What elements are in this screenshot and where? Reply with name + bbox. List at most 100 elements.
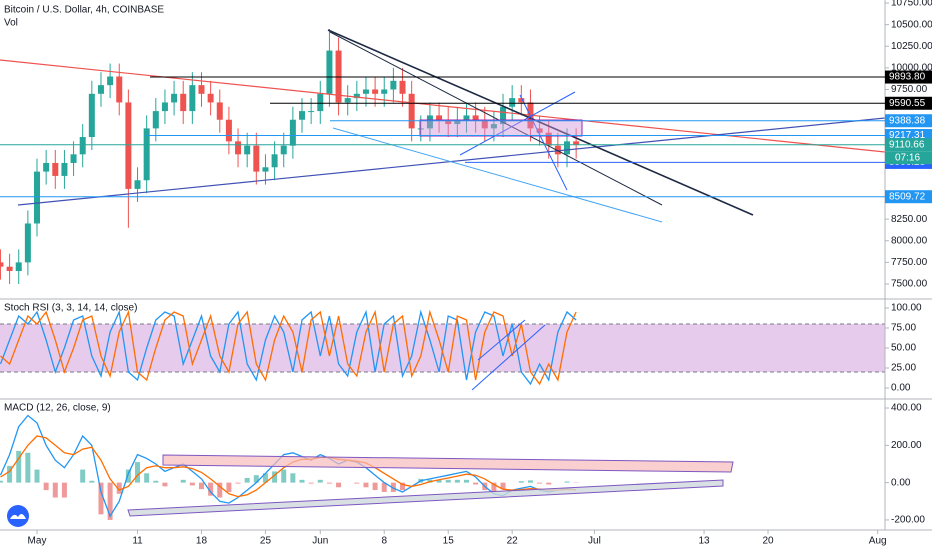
candle-body	[280, 145, 287, 155]
histogram-bar	[354, 482, 360, 484]
x-tick-label: May	[28, 536, 47, 547]
histogram-bar	[473, 482, 479, 485]
candle-body	[189, 85, 196, 112]
histogram-bar	[454, 479, 460, 483]
y-tick-label: 100.00	[891, 303, 922, 314]
candle-body	[335, 50, 342, 103]
channel	[162, 454, 734, 473]
x-tick-label: 20	[762, 536, 774, 547]
logo-badge	[7, 505, 29, 527]
candle-body	[490, 124, 497, 129]
histogram-bar	[281, 469, 287, 483]
candle-body	[445, 119, 452, 125]
candle-body	[134, 180, 141, 189]
histogram-bar	[89, 480, 95, 483]
candle-body	[43, 162, 50, 172]
histogram-bar	[518, 481, 524, 483]
candle-body	[79, 137, 86, 155]
logo	[7, 505, 29, 527]
histogram-bar	[445, 479, 451, 483]
y-tick-label: 9750.00	[891, 84, 928, 95]
histogram-bar	[34, 469, 40, 483]
y-tick-label: 10500.00	[891, 19, 932, 30]
candle-body	[564, 141, 571, 155]
histogram-bar	[52, 482, 58, 498]
indicator-line	[0, 309, 577, 386]
candle-body	[225, 119, 232, 142]
candle-body	[289, 119, 296, 146]
histogram-bar	[400, 482, 406, 491]
histogram-bar	[80, 469, 86, 483]
trend-line	[329, 31, 663, 206]
histogram-bar	[537, 482, 543, 484]
candle-body	[171, 93, 178, 103]
candle-body	[235, 141, 242, 155]
volume-label: Vol	[4, 18, 18, 29]
y-tick-label: 10250.00	[891, 41, 932, 52]
y-tick-label: 0.00	[891, 477, 911, 488]
histogram-bar	[0, 480, 3, 483]
x-tick-label: 13	[699, 536, 711, 547]
pane	[0, 309, 885, 386]
candle-body	[97, 85, 104, 94]
histogram-bar	[299, 479, 305, 483]
trend-line	[327, 29, 754, 216]
price-label-box	[885, 96, 932, 110]
histogram-bar	[564, 481, 570, 483]
candle-body	[24, 223, 31, 263]
indicator-line	[0, 414, 577, 518]
indicator-line	[0, 309, 577, 386]
x-tick-label: 8	[381, 536, 387, 547]
y-tick-label: 10000.00	[891, 63, 932, 74]
candle-body	[88, 93, 95, 138]
candle-body	[216, 102, 223, 120]
y-tick-label: 50.00	[891, 343, 916, 354]
histogram-bar	[262, 473, 268, 483]
histogram-bar	[125, 469, 131, 483]
candle-body	[472, 115, 479, 120]
price-label-box	[885, 190, 932, 204]
candle-body	[372, 89, 379, 94]
candle-body	[61, 162, 68, 176]
candle-body	[271, 154, 278, 168]
candle-body	[198, 85, 205, 94]
histogram-bar	[226, 482, 232, 492]
candle-body	[107, 76, 114, 86]
y-tick-label: -200.00	[891, 515, 925, 526]
histogram-bar	[198, 482, 204, 490]
price-label: 9893.80	[889, 72, 926, 83]
histogram-bar	[308, 482, 314, 484]
logo-cloud	[10, 513, 26, 519]
candle-body	[426, 115, 433, 129]
candle-body	[52, 162, 59, 176]
histogram-bar	[116, 482, 122, 494]
histogram-bar	[16, 450, 22, 483]
candle-body	[308, 111, 315, 113]
histogram-bar	[25, 452, 31, 483]
candle-body	[34, 171, 41, 224]
indicator-title: MACD (12, 26, close, 9)	[4, 403, 111, 414]
y-tick-label: 8000.00	[891, 235, 928, 246]
y-tick-label: 7750.00	[891, 257, 928, 268]
histogram-bar	[546, 482, 552, 485]
histogram-bar	[290, 473, 296, 483]
x-tick-label: 18	[196, 536, 208, 547]
price-levels: 9893.809590.559388.389217.319110.668906.…	[0, 70, 932, 204]
candle-body	[262, 167, 269, 172]
x-tick-label: 15	[443, 536, 455, 547]
histogram-bar	[43, 482, 49, 491]
candle-body	[15, 262, 22, 272]
price-label-box	[885, 138, 932, 152]
candle-body	[408, 93, 415, 129]
histogram-bar	[180, 479, 186, 483]
trend-line	[477, 319, 526, 361]
countdown: 07:16	[895, 152, 920, 163]
price-label: 9217.31	[889, 130, 926, 141]
candle-body	[353, 93, 360, 99]
channel	[127, 479, 724, 517]
candle-body	[545, 132, 552, 146]
trend-line	[332, 127, 663, 223]
candle-body	[381, 89, 388, 94]
candle-body	[436, 115, 443, 120]
